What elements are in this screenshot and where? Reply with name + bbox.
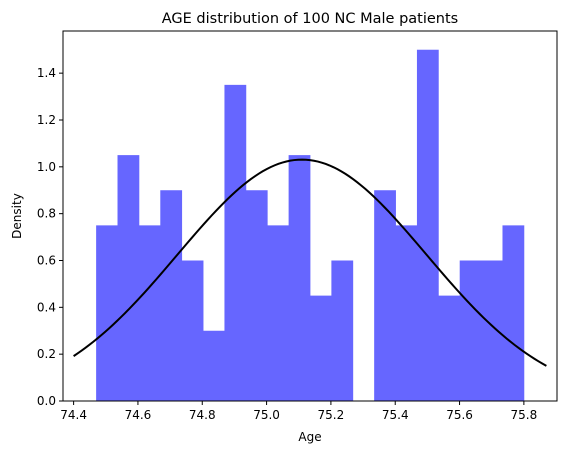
histogram-bar xyxy=(416,49,439,401)
x-tick-label: 75.6 xyxy=(446,408,473,422)
histogram-bar xyxy=(267,225,290,401)
y-tick-label: 1.2 xyxy=(37,113,56,127)
y-axis-label: Density xyxy=(10,193,24,239)
y-tick-label: 0.8 xyxy=(37,207,56,221)
x-tick-label: 74.6 xyxy=(125,408,152,422)
histogram-bar xyxy=(96,225,118,401)
histogram-bar xyxy=(138,225,161,401)
normal-fit-curve xyxy=(73,158,547,367)
x-tick-label: 75.2 xyxy=(318,408,345,422)
histogram-bar xyxy=(181,260,204,401)
histogram-bar xyxy=(288,155,311,401)
y-tick-label: 0.2 xyxy=(37,347,56,361)
histogram-bars xyxy=(96,49,525,402)
histogram-bar xyxy=(117,155,140,401)
x-tick-label: 74.4 xyxy=(60,408,87,422)
x-tick-label: 74.8 xyxy=(189,408,216,422)
x-tick-label: 75.0 xyxy=(253,408,280,422)
histogram-bar xyxy=(310,295,332,401)
chart-title: AGE distribution of 100 NC Male patients xyxy=(162,11,458,27)
histogram-bar xyxy=(224,84,247,402)
histogram-bar xyxy=(374,190,396,401)
histogram-bar xyxy=(459,260,482,401)
y-axis-ticks: 0.0 0.2 0.4 0.6 0.8 1.0 1.2 1.4 xyxy=(37,66,63,408)
y-tick-label: 1.4 xyxy=(37,66,56,80)
histogram-bar xyxy=(203,330,225,401)
histogram-bar xyxy=(245,190,268,401)
y-tick-label: 1.0 xyxy=(37,160,56,174)
y-tick-label: 0.6 xyxy=(37,253,56,267)
x-axis-label: Age xyxy=(298,430,321,444)
y-tick-label: 0.0 xyxy=(37,394,56,408)
histogram-bar xyxy=(438,295,461,401)
y-tick-label: 0.4 xyxy=(37,300,56,314)
histogram-bar xyxy=(331,260,354,401)
x-axis-ticks: 74.4 74.6 74.8 75.0 75.2 75.4 75.6 75.8 xyxy=(60,401,537,422)
histogram-bar xyxy=(502,225,525,401)
histogram-bar xyxy=(160,190,183,401)
histogram-bar xyxy=(481,260,503,401)
histogram-bar xyxy=(395,225,418,401)
x-tick-label: 75.4 xyxy=(382,408,409,422)
x-tick-label: 75.8 xyxy=(511,408,538,422)
plot-frame xyxy=(62,30,558,402)
